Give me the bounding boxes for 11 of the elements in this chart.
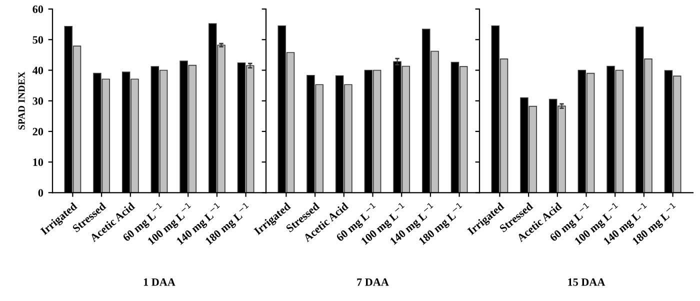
x-axis-title: 1 DAA bbox=[144, 278, 176, 286]
x-axis-title: 15 DAA bbox=[568, 278, 606, 286]
y-tick-label: 40 bbox=[32, 66, 44, 74]
y-axis-title: SPAD INDEX bbox=[18, 72, 25, 130]
y-tick-label: 20 bbox=[32, 128, 44, 136]
y-tick-label: 50 bbox=[32, 36, 44, 44]
x-axis-title: 7 DAA bbox=[357, 278, 389, 286]
y-tick-label: 0 bbox=[38, 189, 44, 197]
y-tick-label: 10 bbox=[33, 158, 44, 166]
y-tick-label: 30 bbox=[32, 97, 44, 105]
y-tick-label: 60 bbox=[32, 5, 44, 13]
